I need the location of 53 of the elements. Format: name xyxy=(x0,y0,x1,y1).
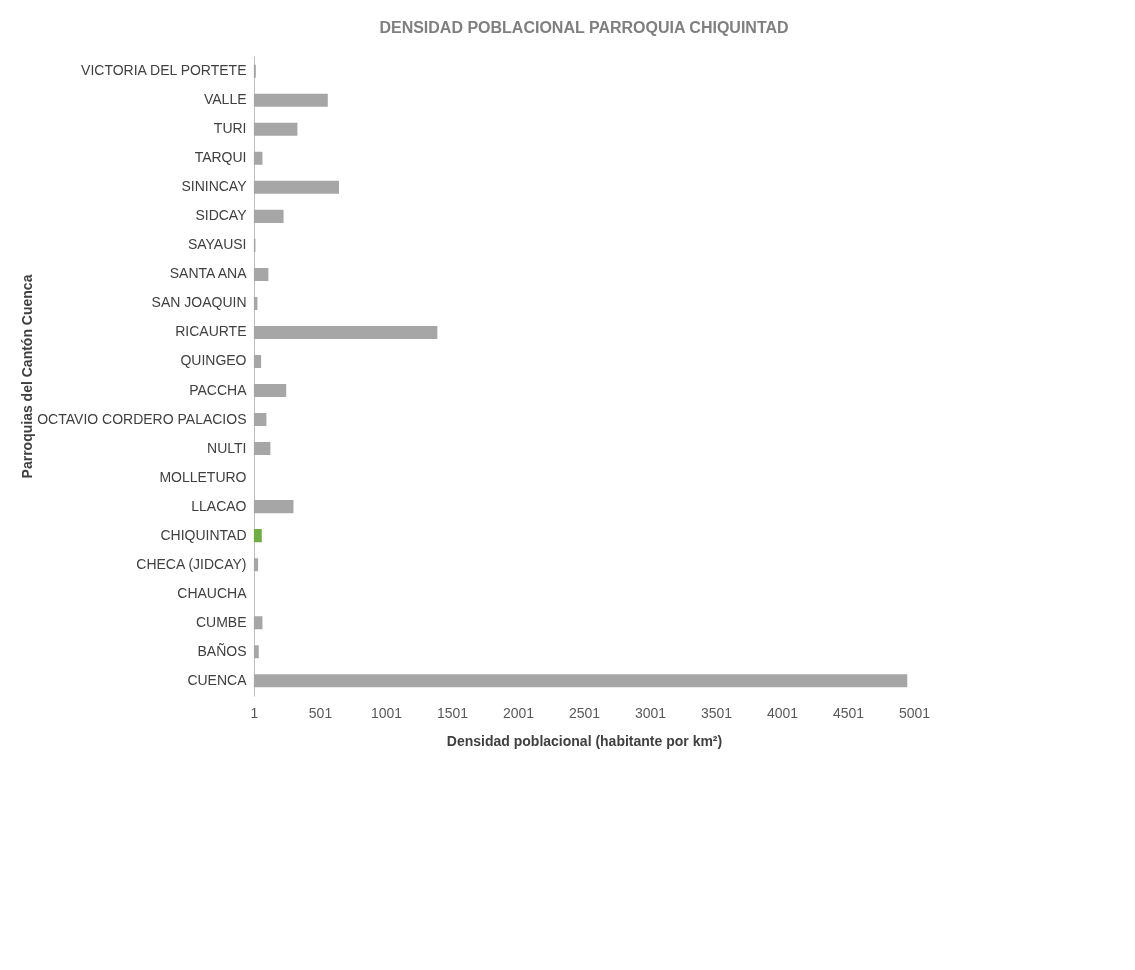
y-tick-label: TARQUI xyxy=(194,149,247,166)
y-tick-label: BAÑOS xyxy=(197,642,247,659)
bar xyxy=(253,180,340,194)
bar xyxy=(253,616,263,630)
y-tick-label: SIDCAY xyxy=(195,207,248,224)
y-tick-label: CHIQUINTAD xyxy=(160,526,247,543)
x-tick-label: 2501 xyxy=(568,704,601,721)
y-tick-label: SAN JOAQUIN xyxy=(151,294,247,311)
y-tick-label: LLACAO xyxy=(191,497,247,514)
bar xyxy=(253,93,328,107)
y-tick-label: QUINGEO xyxy=(180,352,247,369)
bar xyxy=(253,500,294,514)
bar xyxy=(253,151,263,165)
y-tick-label: CHAUCHA xyxy=(177,584,248,601)
y-tick-label: VALLE xyxy=(203,91,247,108)
x-tick-label: 1 xyxy=(250,704,259,721)
y-tick-label: RICAURTE xyxy=(175,323,247,340)
y-tick-label: CUENCA xyxy=(187,671,248,688)
y-tick-label: CUMBE xyxy=(195,613,247,630)
bar xyxy=(253,122,298,136)
y-axis-title: Parroquias del Cantón Cuenca xyxy=(18,274,35,479)
bar xyxy=(253,558,259,572)
bar xyxy=(253,325,438,339)
x-tick-label: 4001 xyxy=(766,704,799,721)
bar xyxy=(253,645,259,659)
y-tick-label: NULTI xyxy=(207,439,247,456)
bar xyxy=(253,209,284,223)
x-tick-label: 5001 xyxy=(898,704,931,721)
y-tick-label: PACCHA xyxy=(189,381,248,398)
x-tick-label: 2001 xyxy=(502,704,535,721)
y-tick-label: TURI xyxy=(213,120,247,137)
bar xyxy=(253,413,267,427)
bar xyxy=(253,674,908,688)
bar xyxy=(253,529,262,543)
y-tick-label: SANTA ANA xyxy=(169,265,248,282)
x-tick-label: 3001 xyxy=(634,704,667,721)
bar xyxy=(253,383,287,398)
x-tick-label: 1501 xyxy=(436,704,469,721)
chart-title: DENSIDAD POBLACIONAL PARROQUIA CHIQUINTAD xyxy=(379,19,789,36)
y-tick-label: OCTAVIO CORDERO PALACIOS xyxy=(37,410,247,427)
bar xyxy=(253,442,271,456)
x-tick-label: 1001 xyxy=(370,704,403,721)
x-tick-label: 4501 xyxy=(832,704,865,721)
y-tick-label: MOLLETURO xyxy=(159,468,247,485)
x-tick-label: 501 xyxy=(308,704,333,721)
bar xyxy=(253,267,269,281)
y-tick-label: SININCAY xyxy=(181,178,248,195)
x-axis-title: Densidad poblacional (habitante por km²) xyxy=(446,732,723,749)
y-tick-label: CHECA (JIDCAY) xyxy=(136,555,247,572)
y-tick-label: SAYAUSI xyxy=(187,236,247,253)
y-tick-label: VICTORIA DEL PORTETE xyxy=(81,62,247,79)
x-tick-label: 3501 xyxy=(700,704,733,721)
bar xyxy=(253,354,262,369)
